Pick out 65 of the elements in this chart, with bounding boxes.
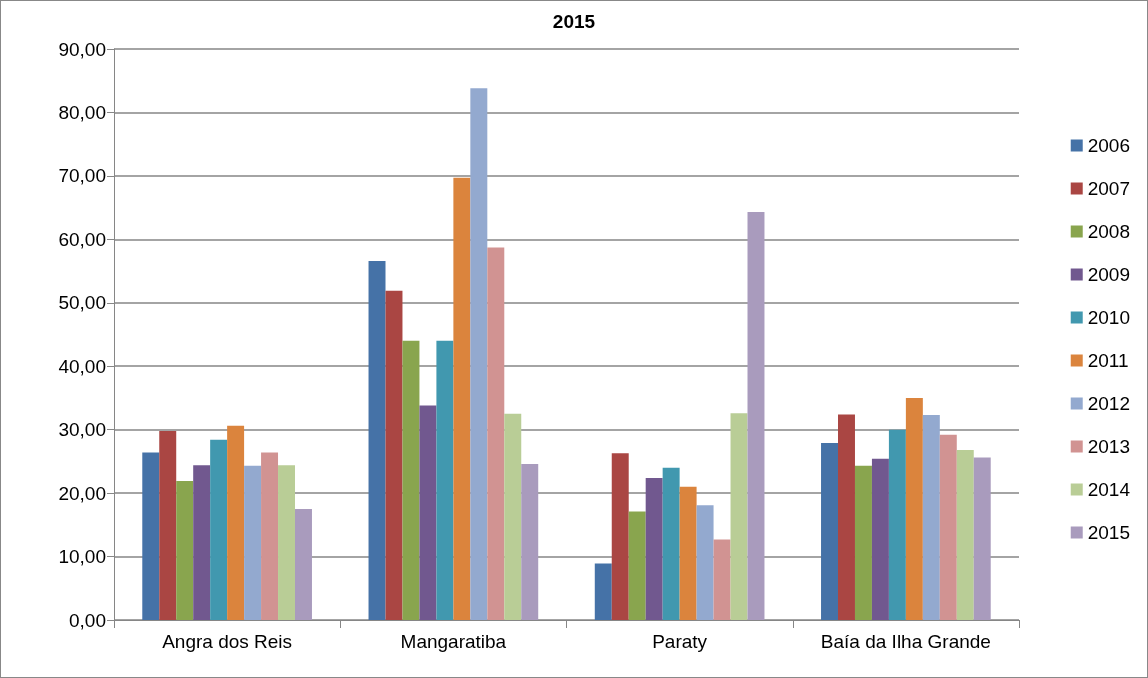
bar [227, 425, 245, 620]
legend-label: 2015 [1087, 522, 1131, 543]
bar [487, 247, 505, 620]
y-tick-label: 70,00 [58, 165, 106, 187]
chart-title: 2015 [552, 11, 596, 32]
legend-label: 2010 [1087, 307, 1131, 328]
y-tick-label: 50,00 [58, 292, 106, 314]
bar [821, 442, 838, 620]
bar [159, 430, 177, 620]
bar [956, 449, 974, 620]
legend-label: 2008 [1087, 221, 1131, 242]
bar [368, 260, 386, 620]
y-tick-label: 30,00 [58, 419, 106, 441]
legend-label: 2011 [1087, 350, 1129, 371]
bar [628, 511, 646, 620]
x-tick-label: Baía da Ilha Grande [820, 631, 991, 652]
bar [278, 465, 295, 620]
bar [385, 290, 403, 620]
bar [244, 465, 262, 620]
bar [871, 458, 889, 620]
bar [419, 405, 437, 620]
x-tick-label: Paraty [652, 631, 708, 652]
bar [645, 477, 663, 620]
x-tick-label: Mangaratiba [400, 631, 507, 652]
legend-label: 2014 [1087, 479, 1131, 500]
y-tick-label: 60,00 [58, 228, 106, 250]
bar [453, 177, 471, 620]
bar [922, 415, 940, 620]
bar [730, 413, 748, 620]
bar [696, 505, 714, 620]
y-tick-label: 90,00 [58, 38, 106, 60]
bar [939, 434, 957, 620]
bar [747, 212, 765, 620]
legend-label: 2013 [1087, 436, 1131, 457]
y-tick-label: 10,00 [58, 546, 106, 568]
bar [176, 481, 194, 620]
x-tick-label: Angra dos Reis [162, 631, 293, 652]
bar [679, 486, 697, 620]
bar [594, 563, 612, 620]
legend-label: 2006 [1087, 135, 1131, 156]
y-tick-label: 40,00 [58, 355, 106, 377]
bar [193, 465, 211, 620]
y-tick-label: 80,00 [58, 101, 106, 123]
bar [142, 452, 160, 620]
bar [905, 397, 923, 620]
bar [504, 413, 522, 620]
bar [713, 539, 731, 620]
bar [261, 452, 279, 620]
bar [611, 453, 629, 620]
bar [838, 414, 855, 620]
bar [662, 467, 680, 620]
bar [436, 340, 454, 620]
bar [854, 465, 872, 620]
y-tick-label: 20,00 [58, 482, 106, 504]
legend-label: 2012 [1087, 393, 1131, 414]
bar [521, 463, 539, 620]
legend-label: 2009 [1087, 264, 1131, 285]
y-tick-label: 0,00 [69, 609, 106, 631]
bar [888, 429, 906, 620]
bar [470, 88, 488, 620]
bar [210, 439, 228, 620]
bar [402, 340, 420, 620]
legend-label: 2007 [1087, 178, 1131, 199]
bar [295, 508, 312, 620]
bar [973, 457, 991, 620]
